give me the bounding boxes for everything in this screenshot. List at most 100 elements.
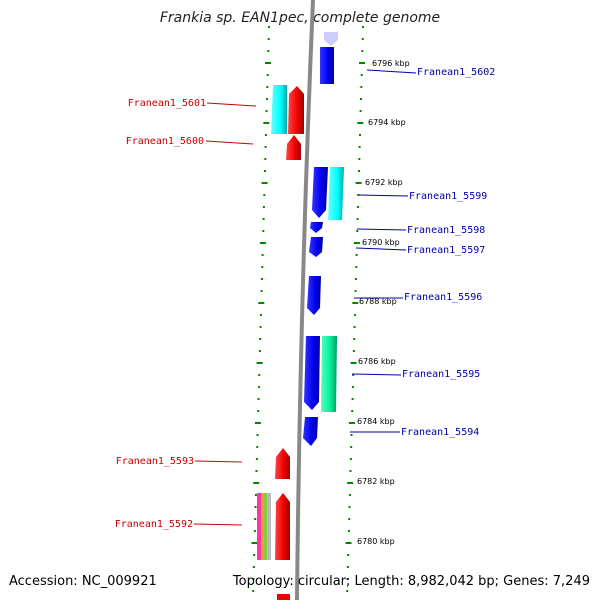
left-labels: Franean1_5601 Franean1_5600 Franean1_559… (115, 98, 257, 530)
gene-label-franean1-5597[interactable]: Franean1_5597 (407, 245, 485, 256)
minor-tick (352, 350, 355, 352)
gene-franean1-5595[interactable] (304, 336, 320, 410)
minor-tick (256, 446, 259, 448)
kbp-label: 6786 kbp (358, 357, 396, 366)
minor-tick (267, 38, 270, 40)
kbp-label: 6790 kbp (362, 238, 400, 247)
major-tick (251, 542, 258, 544)
gene-franean1-5595-cds[interactable] (321, 336, 337, 412)
gene-label-franean1-5598[interactable]: Franean1_5598 (407, 225, 485, 236)
minor-tick (264, 158, 267, 160)
major-tick (254, 422, 261, 424)
gene-franean1-5601[interactable] (288, 86, 304, 134)
minor-tick (258, 374, 261, 376)
gene-bottom-fragment[interactable] (277, 594, 290, 600)
major-tick (348, 422, 355, 424)
kbp-label: 6780 kbp (357, 537, 395, 546)
major-tick (256, 362, 263, 364)
gene-franean1-5601-cds[interactable] (271, 85, 287, 134)
minor-tick (252, 590, 255, 592)
gene-label-franean1-5599[interactable]: Franean1_5599 (409, 191, 487, 202)
gene-franean1-5598[interactable] (310, 222, 323, 233)
gene-franean1-5602-block[interactable] (320, 47, 334, 84)
gene-label-franean1-5595[interactable]: Franean1_5595 (402, 369, 480, 380)
gene-label-franean1-5601[interactable]: Franean1_5601 (128, 98, 206, 109)
gene-franean1-5600[interactable] (286, 135, 301, 160)
minor-tick (257, 398, 260, 400)
gene-franean1-5593[interactable] (275, 448, 290, 479)
minor-tick (259, 326, 262, 328)
minor-tick (257, 386, 260, 388)
minor-tick (356, 230, 359, 232)
minor-tick (259, 338, 262, 340)
gene-franean1-5599[interactable] (312, 167, 328, 218)
minor-tick (262, 206, 265, 208)
right-labels: Franean1_5602 Franean1_5599 Franean1_559… (350, 67, 495, 438)
minor-tick (351, 398, 354, 400)
gene-franean1-5592-cds-green[interactable] (264, 493, 267, 560)
minor-tick (348, 494, 351, 496)
minor-tick (346, 590, 349, 592)
map-title: Frankia sp. EAN1pec, complete genome (159, 10, 441, 26)
minor-tick (266, 74, 269, 76)
gene-franean1-5594[interactable] (303, 417, 318, 446)
gene-label-franean1-5594[interactable]: Franean1_5594 (401, 427, 479, 438)
minor-tick (349, 470, 352, 472)
minor-tick (266, 86, 269, 88)
kbp-label: 6794 kbp (368, 118, 406, 127)
minor-tick (252, 566, 255, 568)
minor-tick (259, 314, 262, 316)
gene-label-franean1-5596[interactable]: Franean1_5596 (404, 292, 482, 303)
kbp-label: 6792 kbp (365, 178, 403, 187)
minor-tick (353, 314, 356, 316)
minor-tick (265, 110, 268, 112)
major-tick (350, 362, 357, 364)
minor-tick (257, 410, 260, 412)
minor-tick (354, 278, 357, 280)
minor-tick (347, 530, 350, 532)
minor-tick (353, 338, 356, 340)
minor-tick (267, 50, 270, 52)
kbp-label: 6788 kbp (359, 297, 397, 306)
gene-label-franean1-5602[interactable]: Franean1_5602 (417, 67, 495, 78)
topology-text: Topology: circular; Length: 8,982,042 bp… (232, 574, 590, 589)
gene-franean1-5592-cds-grey[interactable] (267, 493, 271, 560)
minor-tick (265, 134, 267, 136)
major-tick (253, 482, 260, 484)
gene-label-franean1-5592[interactable]: Franean1_5592 (115, 519, 193, 530)
tick-rows (251, 26, 365, 592)
major-tick (345, 542, 352, 544)
minor-tick (264, 146, 267, 148)
gene-franean1-5596[interactable] (307, 276, 321, 315)
minor-tick (354, 290, 357, 292)
major-tick (355, 182, 362, 184)
minor-tick (348, 506, 351, 508)
gene-label-franean1-5593[interactable]: Franean1_5593 (116, 456, 194, 467)
gene-label-franean1-5600[interactable]: Franean1_5600 (126, 136, 204, 147)
minor-tick (352, 374, 355, 376)
gene-franean1-5602[interactable] (324, 32, 338, 46)
major-tick (258, 302, 265, 304)
gene-franean1-5592-cds-pink[interactable] (257, 493, 261, 560)
major-tick (261, 182, 268, 184)
minor-tick (264, 170, 266, 172)
major-tick (259, 242, 266, 244)
gene-franean1-5599-cds[interactable] (328, 167, 344, 220)
minor-tick (356, 218, 359, 220)
kbp-label: 6796 kbp (372, 59, 410, 68)
minor-tick (253, 554, 256, 556)
minor-tick (356, 206, 359, 208)
minor-tick (258, 350, 261, 352)
minor-tick (261, 266, 264, 268)
gene-franean1-5592-cds-orange[interactable] (261, 493, 264, 560)
gene-franean1-5592[interactable] (275, 493, 290, 560)
minor-tick (362, 26, 364, 28)
gene-franean1-5597[interactable] (309, 237, 323, 257)
minor-tick (361, 38, 364, 40)
minor-tick (348, 518, 351, 520)
minor-tick (358, 158, 361, 160)
minor-tick (346, 566, 349, 568)
major-tick (265, 62, 271, 64)
genome-backbone (295, 0, 315, 600)
minor-tick (358, 170, 360, 172)
